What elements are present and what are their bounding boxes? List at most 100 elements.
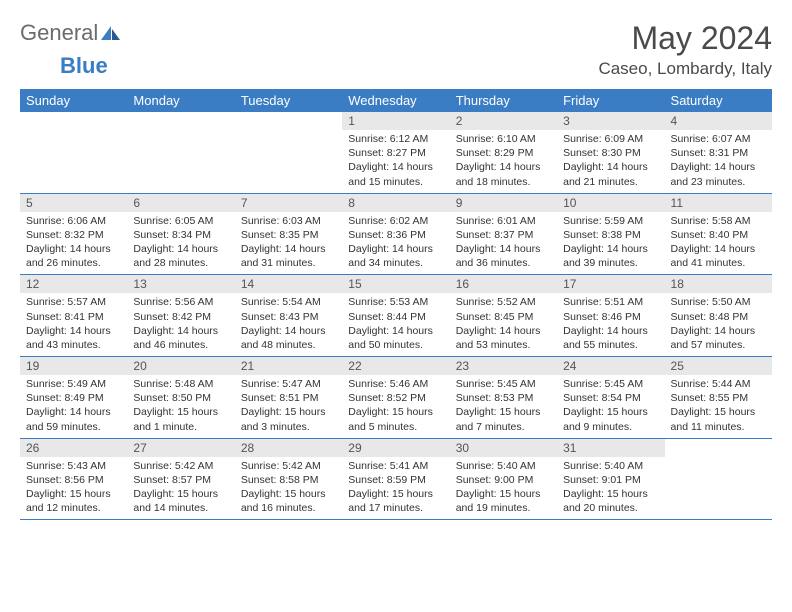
day-number: 30 [450,439,557,457]
calendar-table: SundayMondayTuesdayWednesdayThursdayFrid… [20,89,772,520]
empty-day [127,112,234,132]
day-cell [665,438,772,520]
day-number: 25 [665,357,772,375]
day-cell: 13Sunrise: 5:56 AMSunset: 8:42 PMDayligh… [127,275,234,357]
day-number: 3 [557,112,664,130]
day-info: Sunrise: 6:09 AMSunset: 8:30 PMDaylight:… [557,130,664,193]
day-info: Sunrise: 5:42 AMSunset: 8:58 PMDaylight:… [235,457,342,520]
day-number: 6 [127,194,234,212]
weekday-header: Saturday [665,89,772,112]
day-cell: 11Sunrise: 5:58 AMSunset: 8:40 PMDayligh… [665,193,772,275]
weekday-header: Tuesday [235,89,342,112]
day-number: 26 [20,439,127,457]
day-number: 15 [342,275,449,293]
day-info: Sunrise: 5:45 AMSunset: 8:53 PMDaylight:… [450,375,557,438]
day-number: 31 [557,439,664,457]
day-cell: 6Sunrise: 6:05 AMSunset: 8:34 PMDaylight… [127,193,234,275]
day-cell: 17Sunrise: 5:51 AMSunset: 8:46 PMDayligh… [557,275,664,357]
day-info: Sunrise: 6:10 AMSunset: 8:29 PMDaylight:… [450,130,557,193]
day-info: Sunrise: 5:43 AMSunset: 8:56 PMDaylight:… [20,457,127,520]
day-cell: 10Sunrise: 5:59 AMSunset: 8:38 PMDayligh… [557,193,664,275]
day-number: 2 [450,112,557,130]
day-number: 22 [342,357,449,375]
day-cell: 18Sunrise: 5:50 AMSunset: 8:48 PMDayligh… [665,275,772,357]
day-cell [235,112,342,193]
day-number: 16 [450,275,557,293]
day-number: 8 [342,194,449,212]
day-info: Sunrise: 6:05 AMSunset: 8:34 PMDaylight:… [127,212,234,275]
day-number: 20 [127,357,234,375]
day-cell: 8Sunrise: 6:02 AMSunset: 8:36 PMDaylight… [342,193,449,275]
day-info: Sunrise: 5:46 AMSunset: 8:52 PMDaylight:… [342,375,449,438]
day-info: Sunrise: 6:03 AMSunset: 8:35 PMDaylight:… [235,212,342,275]
weekday-header: Thursday [450,89,557,112]
logo-text-general: General [20,20,98,46]
day-info: Sunrise: 5:58 AMSunset: 8:40 PMDaylight:… [665,212,772,275]
day-info: Sunrise: 5:51 AMSunset: 8:46 PMDaylight:… [557,293,664,356]
empty-day [20,112,127,132]
day-number: 12 [20,275,127,293]
day-info: Sunrise: 5:41 AMSunset: 8:59 PMDaylight:… [342,457,449,520]
day-number: 13 [127,275,234,293]
day-info: Sunrise: 5:47 AMSunset: 8:51 PMDaylight:… [235,375,342,438]
day-cell: 30Sunrise: 5:40 AMSunset: 9:00 PMDayligh… [450,438,557,520]
day-info: Sunrise: 5:59 AMSunset: 8:38 PMDaylight:… [557,212,664,275]
day-cell [127,112,234,193]
day-cell: 23Sunrise: 5:45 AMSunset: 8:53 PMDayligh… [450,357,557,439]
day-info: Sunrise: 6:07 AMSunset: 8:31 PMDaylight:… [665,130,772,193]
day-number: 14 [235,275,342,293]
calendar-week-row: 12Sunrise: 5:57 AMSunset: 8:41 PMDayligh… [20,275,772,357]
day-number: 18 [665,275,772,293]
day-number: 21 [235,357,342,375]
day-cell: 20Sunrise: 5:48 AMSunset: 8:50 PMDayligh… [127,357,234,439]
calendar-week-row: 5Sunrise: 6:06 AMSunset: 8:32 PMDaylight… [20,193,772,275]
weekday-header-row: SundayMondayTuesdayWednesdayThursdayFrid… [20,89,772,112]
day-info: Sunrise: 5:40 AMSunset: 9:00 PMDaylight:… [450,457,557,520]
day-cell: 26Sunrise: 5:43 AMSunset: 8:56 PMDayligh… [20,438,127,520]
day-info: Sunrise: 5:57 AMSunset: 8:41 PMDaylight:… [20,293,127,356]
day-info: Sunrise: 5:53 AMSunset: 8:44 PMDaylight:… [342,293,449,356]
day-cell: 19Sunrise: 5:49 AMSunset: 8:49 PMDayligh… [20,357,127,439]
logo-sail-icon [100,24,122,42]
day-number: 9 [450,194,557,212]
day-info: Sunrise: 6:06 AMSunset: 8:32 PMDaylight:… [20,212,127,275]
weekday-header: Sunday [20,89,127,112]
day-number: 11 [665,194,772,212]
weekday-header: Monday [127,89,234,112]
day-cell: 3Sunrise: 6:09 AMSunset: 8:30 PMDaylight… [557,112,664,193]
day-info: Sunrise: 6:01 AMSunset: 8:37 PMDaylight:… [450,212,557,275]
empty-day [665,439,772,459]
logo-text-blue: Blue [60,53,108,78]
day-number: 23 [450,357,557,375]
day-cell: 15Sunrise: 5:53 AMSunset: 8:44 PMDayligh… [342,275,449,357]
day-info: Sunrise: 5:42 AMSunset: 8:57 PMDaylight:… [127,457,234,520]
calendar-week-row: 19Sunrise: 5:49 AMSunset: 8:49 PMDayligh… [20,357,772,439]
calendar-week-row: 26Sunrise: 5:43 AMSunset: 8:56 PMDayligh… [20,438,772,520]
day-number: 29 [342,439,449,457]
day-cell: 4Sunrise: 6:07 AMSunset: 8:31 PMDaylight… [665,112,772,193]
day-cell: 22Sunrise: 5:46 AMSunset: 8:52 PMDayligh… [342,357,449,439]
day-cell: 21Sunrise: 5:47 AMSunset: 8:51 PMDayligh… [235,357,342,439]
day-cell: 31Sunrise: 5:40 AMSunset: 9:01 PMDayligh… [557,438,664,520]
day-cell: 29Sunrise: 5:41 AMSunset: 8:59 PMDayligh… [342,438,449,520]
calendar-week-row: 1Sunrise: 6:12 AMSunset: 8:27 PMDaylight… [20,112,772,193]
day-info: Sunrise: 5:45 AMSunset: 8:54 PMDaylight:… [557,375,664,438]
day-cell: 24Sunrise: 5:45 AMSunset: 8:54 PMDayligh… [557,357,664,439]
day-cell: 9Sunrise: 6:01 AMSunset: 8:37 PMDaylight… [450,193,557,275]
day-info: Sunrise: 5:48 AMSunset: 8:50 PMDaylight:… [127,375,234,438]
day-cell: 1Sunrise: 6:12 AMSunset: 8:27 PMDaylight… [342,112,449,193]
day-number: 5 [20,194,127,212]
day-number: 4 [665,112,772,130]
day-cell: 14Sunrise: 5:54 AMSunset: 8:43 PMDayligh… [235,275,342,357]
day-number: 19 [20,357,127,375]
calendar-body: 1Sunrise: 6:12 AMSunset: 8:27 PMDaylight… [20,112,772,520]
day-cell [20,112,127,193]
day-number: 10 [557,194,664,212]
day-info: Sunrise: 5:50 AMSunset: 8:48 PMDaylight:… [665,293,772,356]
day-info: Sunrise: 5:40 AMSunset: 9:01 PMDaylight:… [557,457,664,520]
day-info: Sunrise: 5:54 AMSunset: 8:43 PMDaylight:… [235,293,342,356]
day-number: 17 [557,275,664,293]
day-number: 7 [235,194,342,212]
day-number: 27 [127,439,234,457]
logo: General [20,20,124,46]
